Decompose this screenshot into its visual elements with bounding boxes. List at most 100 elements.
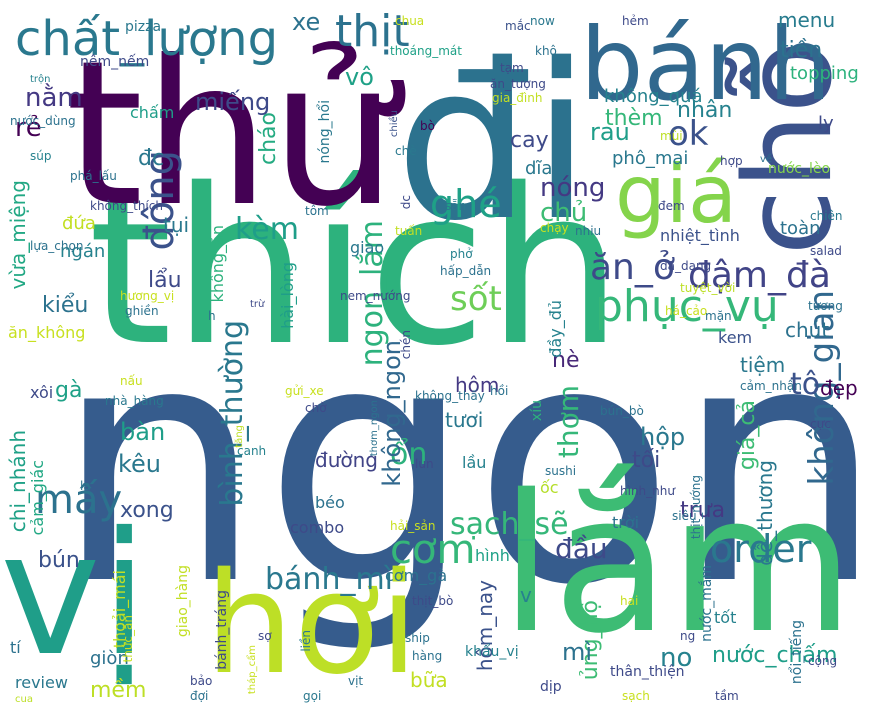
word-bo-133: bò bbox=[420, 119, 435, 133]
word-tui-45: tụi bbox=[163, 213, 190, 237]
word-vi-4: vị bbox=[0, 496, 148, 694]
word-di-3: đi bbox=[395, 17, 592, 268]
word-vua-mieng-42: vừa_miệng bbox=[6, 180, 30, 290]
word-lam-5: lắm bbox=[500, 454, 855, 675]
word-thich-1: thích bbox=[88, 142, 623, 393]
word-to-56: tô bbox=[790, 367, 821, 402]
word-chay-148: chạy bbox=[540, 221, 569, 235]
word-lien-187: liền bbox=[299, 630, 313, 652]
word-ngan-47: ngán bbox=[60, 241, 106, 262]
word-topping-39: topping bbox=[790, 63, 859, 84]
word-thit-nuong-176: thịt_nướng bbox=[689, 475, 703, 540]
word-hai-184: hai bbox=[620, 594, 639, 608]
word-duong-73: đường bbox=[315, 448, 378, 472]
word-menu-37: menu bbox=[778, 8, 836, 32]
word-sup-131: súp bbox=[30, 149, 52, 163]
word-sach-se-23: sạch_sẽ bbox=[450, 507, 569, 542]
word-giao-hang-110: giao_hàng bbox=[175, 565, 191, 638]
word-khong-ngon-72: không_ngon bbox=[378, 340, 406, 487]
word-tru-157: trừ bbox=[250, 299, 265, 310]
word-chien-145: chiên bbox=[810, 209, 843, 223]
word-hai-san-180: hải_sản bbox=[390, 519, 436, 533]
word-pizza-119: pizza bbox=[125, 19, 162, 35]
word-com-ga-93: cơm_gà bbox=[385, 566, 448, 585]
word-them-78: thèm bbox=[605, 106, 663, 131]
word-banh-trang-111: bánh_tráng bbox=[214, 590, 230, 670]
word-tuong-159: tương bbox=[808, 299, 843, 313]
word-kem-102: kem bbox=[718, 328, 753, 347]
word-gia-9: giá bbox=[615, 148, 738, 241]
word-h-161: h bbox=[208, 309, 216, 323]
word-tuyet-voi-152: tuyệt_vời bbox=[680, 281, 736, 295]
word-day-du-86: đầy_đủ bbox=[546, 300, 565, 358]
word-san-139: sẵn bbox=[445, 199, 467, 213]
word-nau-168: nấu bbox=[120, 374, 143, 388]
word-goi-194: gọi bbox=[303, 689, 322, 703]
word-man-158: mặn bbox=[705, 309, 732, 323]
word-lun-175: lun bbox=[415, 457, 434, 471]
word-nam-32: nằm bbox=[25, 83, 83, 113]
word-sot-19: sốt bbox=[450, 279, 502, 319]
word-thuc-an-182: thức_ăn bbox=[121, 615, 135, 663]
word-dc-142: dc bbox=[399, 195, 413, 210]
word-ghien-160: ghiền bbox=[125, 304, 159, 318]
word-ok-21: ok bbox=[668, 114, 709, 154]
word-ngon-0: ngon bbox=[54, 273, 884, 657]
word-phuc-vu-12: phục_vụ bbox=[595, 281, 779, 332]
word-tot-116: tốt bbox=[714, 608, 737, 627]
word-xe-35: xe bbox=[292, 8, 321, 36]
word-hop-136: hợp bbox=[720, 154, 743, 168]
word-no-67: no bbox=[660, 643, 693, 673]
word-now-122: now bbox=[530, 14, 555, 28]
word-khong-qua-81: không_quá bbox=[604, 86, 703, 107]
word-chu-29: chủ bbox=[540, 198, 588, 228]
word-oc-96: ốc bbox=[540, 478, 559, 497]
word-cua-195: cua bbox=[15, 694, 33, 705]
word-tuoi-74: tươi bbox=[445, 408, 484, 432]
word-kho-125: khô bbox=[535, 44, 557, 58]
word-on-51: ổn bbox=[390, 437, 428, 472]
word-nem-nuong-154: nem_nướng bbox=[340, 289, 411, 303]
word-ban-49: bàn bbox=[120, 418, 166, 446]
word-nong-28: nóng bbox=[540, 173, 606, 203]
word-hinh-nhu-178: hình_như bbox=[620, 484, 675, 498]
word-banh-8: bánh bbox=[580, 6, 832, 123]
word-thap-cam-191: tháp_cẩm bbox=[247, 645, 258, 695]
word-bun-64: bún bbox=[38, 548, 80, 573]
word-khong-thich-140: không_thích bbox=[90, 199, 163, 213]
word-lau-101: lầu bbox=[462, 453, 487, 472]
word-lua-chon-149: lựa_chọn bbox=[30, 239, 84, 253]
word-noi-tieng-118: nổi_tiếng bbox=[789, 620, 805, 685]
word-order-16: order bbox=[710, 527, 812, 571]
word-xong-63: xong bbox=[120, 498, 174, 523]
word-bua-113: bữa bbox=[410, 668, 448, 692]
word-dip-114: dịp bbox=[540, 679, 562, 695]
word-bun-bo-171: bún_bò bbox=[600, 404, 644, 418]
word-huong-vi-156: hương_vị bbox=[120, 289, 175, 303]
word-hop-53: hộp bbox=[640, 423, 686, 451]
word-tron-129: trộn bbox=[30, 74, 51, 85]
word-thom-52: thơm bbox=[552, 385, 585, 459]
word-pho-mai-80: phô_mai bbox=[612, 148, 689, 169]
word-hap-dan-151: hấp_dẫn bbox=[440, 264, 492, 278]
word-may-22: mấy bbox=[35, 477, 123, 523]
word-giao-89: giao bbox=[350, 238, 385, 257]
word-vit-190: vịt bbox=[348, 674, 364, 688]
word-vo-34: vô bbox=[345, 63, 374, 91]
word-khong-thay-164: không_thấy bbox=[415, 389, 485, 403]
word-v-99: v bbox=[520, 583, 532, 607]
word-hem-123: hẻm bbox=[622, 14, 649, 28]
word-binh-thuong-24: bình_thường bbox=[215, 320, 250, 507]
word-mac-121: mắc bbox=[505, 19, 531, 33]
word-pho-147: phở bbox=[450, 247, 473, 261]
word-ne-76: nè bbox=[552, 348, 580, 373]
word-tuan-146: tuấn bbox=[395, 224, 423, 238]
word-dau-66: đầu bbox=[555, 532, 608, 565]
word-cong-198: cộng bbox=[808, 654, 838, 668]
word-chi-nhanh-62: chi_nhánh bbox=[6, 430, 30, 533]
word-cho-169: chờ bbox=[305, 401, 327, 415]
word-ghe-18: ghé bbox=[430, 182, 502, 226]
word-chua-120: chua bbox=[395, 14, 425, 28]
word-cam-nhan-166: cảm_nhận bbox=[740, 379, 802, 393]
